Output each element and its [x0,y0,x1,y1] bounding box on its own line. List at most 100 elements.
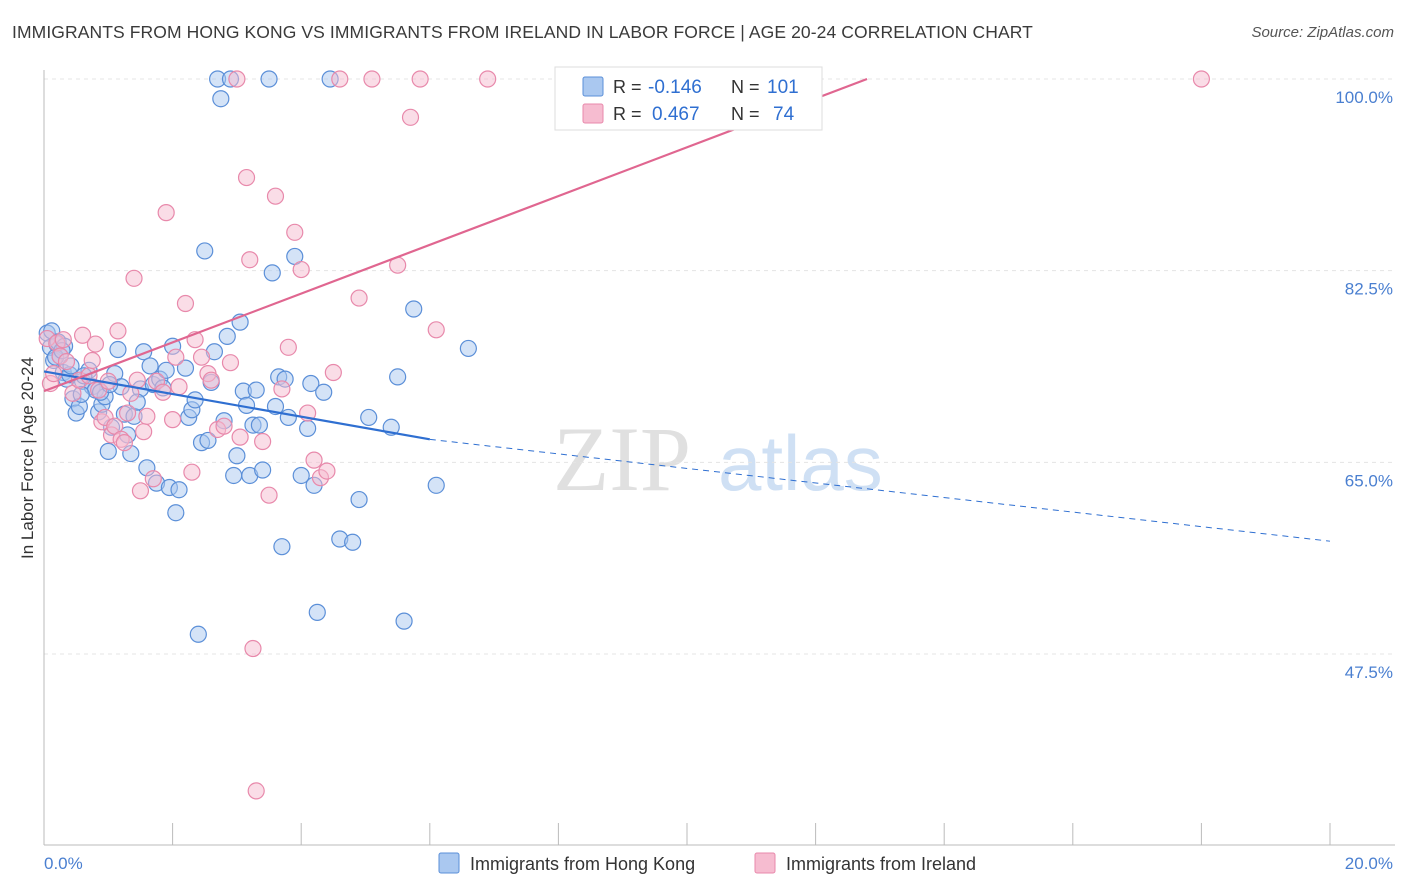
gridlines [44,78,1395,655]
point-hong-kong [196,242,214,260]
bottom-legend-swatch-hong-kong [438,852,460,874]
point-hong-kong [299,419,317,437]
point-hong-kong [189,625,207,643]
series-hong-kong [38,70,477,643]
point-ireland [350,289,368,307]
watermark-zip: ZIP [553,408,691,510]
trend-line-ireland [43,77,868,393]
x-tick-label-max: 20.0% [1345,854,1393,873]
point-ireland [135,423,153,441]
point-ireland [83,351,101,370]
bottom-legend-swatch-ireland [754,852,776,874]
point-ireland [411,70,429,88]
point-hong-kong [228,447,246,465]
point-ireland [228,70,246,88]
bottom-legend-label-ireland: Immigrants from Ireland [786,854,976,874]
legend-n-label-1: N = [731,77,760,97]
point-ireland [215,417,233,435]
legend-swatch-ireland [582,103,604,124]
point-ireland [266,187,285,205]
point-hong-kong [279,408,297,427]
point-ireland [244,639,262,658]
point-hong-kong [273,538,291,556]
y-axis-label: In Labor Force | Age 20-24 [18,357,37,559]
point-hong-kong [199,431,217,450]
point-hong-kong [250,416,269,434]
point-hong-kong [350,490,368,509]
point-ireland [164,411,182,429]
point-hong-kong [292,466,310,485]
point-hong-kong [344,533,362,551]
point-ireland [479,70,497,88]
point-ireland [73,326,92,344]
bottom-legend-label-hong-kong: Immigrants from Hong Kong [470,854,695,874]
point-ireland [292,260,310,279]
series-ireland [38,70,1211,800]
legend: R = -0.146 N = 101 R = 0.467 N = 74 [554,66,823,131]
legend-r-value-2: 0.467 [652,104,700,125]
point-ireland [324,363,342,382]
point-hong-kong [315,383,333,401]
trend-line-hong-kong [43,370,430,441]
point-ireland [170,378,188,396]
point-hong-kong [109,340,127,359]
point-hong-kong [157,361,175,379]
point-hong-kong [254,461,272,479]
point-ireland [86,335,105,353]
point-hong-kong [167,504,185,522]
source-label: Source: ZipAtlas.com [1251,24,1394,41]
trend-line-hong-kong-extension [429,438,1331,542]
point-ireland [273,380,291,398]
legend-swatch-hong-kong [582,76,604,97]
axes [43,70,1395,846]
point-hong-kong [176,359,195,377]
point-ireland [109,322,127,340]
point-ireland [115,434,133,452]
point-hong-kong [218,327,236,345]
point-ireland [279,338,297,356]
point-ireland [237,168,256,187]
point-hong-kong [459,339,477,358]
point-ireland [286,223,304,241]
point-hong-kong [302,374,320,393]
point-ireland [247,782,265,800]
point-hong-kong [99,442,117,460]
y-tick-label: 65.0% [1345,471,1393,490]
trend-lines [43,77,1331,542]
watermark-atlas: atlas [718,419,883,507]
point-hong-kong [247,381,265,399]
point-ireland [157,204,175,222]
point-ireland [1192,70,1211,88]
legend-r-label-1: R = [613,77,642,97]
point-ireland [331,70,349,88]
point-ireland [318,462,336,480]
point-ireland [167,348,185,366]
axis-ticks: 100.0% 82.5% 65.0% 47.5% [172,88,1393,845]
y-tick-label: 47.5% [1345,663,1393,682]
point-ireland [202,371,220,389]
point-ireland [183,463,201,481]
point-hong-kong [308,603,326,621]
point-ireland [176,294,195,313]
y-tick-label: 82.5% [1345,280,1393,299]
point-ireland [401,108,420,126]
y-tick-label: 100.0% [1335,88,1393,107]
point-hong-kong [395,612,413,630]
point-ireland [118,404,137,422]
point-ireland [241,251,259,269]
point-ireland [254,432,272,451]
point-ireland [221,354,240,372]
legend-n-label-2: N = [731,104,760,124]
point-ireland [305,451,323,469]
point-ireland [144,470,162,488]
point-hong-kong [263,264,281,282]
point-hong-kong [389,368,407,386]
point-hong-kong [225,466,243,485]
point-hong-kong [260,70,278,88]
point-ireland [54,331,72,349]
bottom-legend: Immigrants from Hong Kong Immigrants fro… [438,852,976,874]
point-ireland [131,482,150,500]
legend-n-value-1: 101 [767,77,799,98]
point-hong-kong [360,408,378,427]
